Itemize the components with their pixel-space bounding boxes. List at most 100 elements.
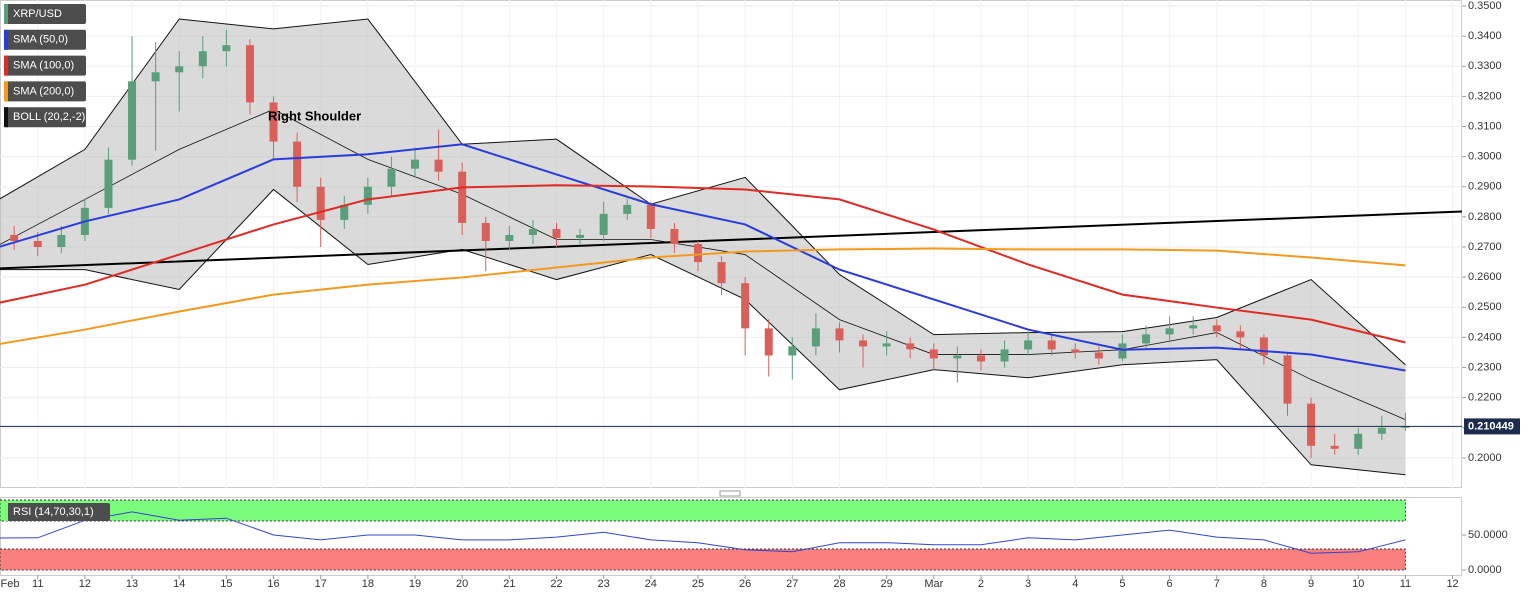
bollinger-fill bbox=[0, 18, 1406, 475]
candle-body bbox=[128, 81, 137, 160]
x-tick-label: 22 bbox=[550, 578, 562, 590]
candle-body bbox=[741, 283, 750, 329]
x-tick-label: 11 bbox=[32, 578, 43, 590]
x-tick-label: 26 bbox=[739, 578, 751, 590]
candle-body bbox=[976, 355, 985, 362]
candle-body bbox=[1000, 349, 1009, 362]
candle-body bbox=[434, 159, 443, 172]
legend-swatch bbox=[4, 81, 8, 102]
legend-swatch bbox=[4, 107, 8, 128]
sma-line bbox=[0, 184, 1406, 344]
legend-box bbox=[4, 107, 86, 128]
legend-swatch bbox=[4, 503, 8, 521]
candle-body bbox=[764, 328, 773, 356]
legend-swatch bbox=[4, 55, 8, 76]
candle-body bbox=[57, 234, 66, 248]
x-tick-label: 6 bbox=[1167, 578, 1173, 590]
x-tick-label: 19 bbox=[409, 578, 421, 590]
candle-body bbox=[411, 159, 420, 169]
candle-body bbox=[245, 45, 254, 103]
x-tick-label: 12 bbox=[79, 578, 91, 590]
candle-body bbox=[104, 159, 113, 208]
x-tick-label: 9 bbox=[1308, 578, 1314, 590]
x-tick-label: 2 bbox=[978, 578, 984, 590]
candle-body bbox=[198, 51, 207, 67]
candle-body bbox=[175, 66, 184, 73]
y-tick-label: 0.2300 bbox=[1468, 361, 1502, 373]
candle-body bbox=[576, 234, 585, 238]
candle-body bbox=[788, 346, 797, 356]
x-tick-label: 12 bbox=[1446, 578, 1458, 590]
candle-body bbox=[316, 186, 325, 220]
y-tick-label: 0.2400 bbox=[1468, 331, 1502, 343]
candle-body bbox=[458, 171, 467, 223]
candle-body bbox=[1024, 340, 1033, 350]
x-tick-label: 21 bbox=[503, 578, 515, 590]
candle-body bbox=[1189, 325, 1198, 329]
candle-body bbox=[1259, 337, 1268, 356]
rsi-y-tick-label: 50.0000 bbox=[1468, 529, 1508, 541]
x-tick-label: 15 bbox=[220, 578, 232, 590]
candle-body bbox=[528, 228, 537, 235]
legend-box bbox=[4, 4, 86, 24]
overbought-band bbox=[0, 499, 1406, 522]
candle-body bbox=[953, 355, 962, 359]
candle-body bbox=[1307, 403, 1316, 446]
y-tick-label: 0.3400 bbox=[1468, 30, 1502, 42]
candle-body bbox=[1354, 433, 1363, 449]
oversold-band bbox=[0, 548, 1406, 571]
candle-body bbox=[1071, 349, 1080, 353]
rsi-y-tick-label: 0.0000 bbox=[1468, 564, 1502, 576]
candle-body bbox=[552, 228, 561, 238]
x-tick-label: 11 bbox=[1400, 578, 1411, 590]
x-tick-label: 7 bbox=[1214, 578, 1220, 590]
y-tick-label: 0.3300 bbox=[1468, 60, 1502, 72]
x-tick-label: 24 bbox=[645, 578, 657, 590]
candle-body bbox=[1236, 331, 1245, 338]
sma-line bbox=[0, 143, 1406, 372]
x-tick-label: 13 bbox=[126, 578, 138, 590]
x-tick-label: 18 bbox=[362, 578, 374, 590]
x-tick-label: 14 bbox=[173, 578, 185, 590]
candle-body bbox=[717, 262, 726, 284]
x-tick-label: Mar bbox=[924, 578, 943, 590]
candle-body bbox=[1047, 340, 1056, 350]
x-tick-label: 20 bbox=[456, 578, 468, 590]
candle-body bbox=[293, 141, 302, 187]
y-tick-label: 0.3000 bbox=[1468, 151, 1502, 163]
x-tick-label: 28 bbox=[833, 578, 845, 590]
y-tick-label: 0.2600 bbox=[1468, 271, 1502, 283]
candle-body bbox=[835, 328, 844, 341]
legend-label: SMA (200,0) bbox=[13, 85, 74, 97]
candle-body bbox=[1330, 445, 1339, 449]
legend: XRP/USD SMA (50,0) SMA (100,0) SMA (200,0) B… bbox=[4, 4, 110, 521]
x-tick-label: 3 bbox=[1025, 578, 1031, 590]
candle-body bbox=[670, 228, 679, 244]
candle-body bbox=[481, 222, 490, 241]
x-tick-label: 25 bbox=[692, 578, 704, 590]
last-price-box bbox=[1464, 418, 1520, 435]
candle-body bbox=[929, 349, 938, 359]
candle-body bbox=[693, 244, 702, 263]
legend-swatch bbox=[4, 4, 8, 24]
x-tick-label: 8 bbox=[1261, 578, 1267, 590]
candle-body bbox=[269, 102, 278, 142]
panel-resize-handle[interactable] bbox=[719, 490, 741, 497]
legend-box bbox=[4, 55, 86, 76]
candle-body bbox=[1401, 426, 1410, 428]
trendline bbox=[0, 210, 1462, 270]
y-tick-label: 0.2500 bbox=[1468, 301, 1502, 313]
x-tick-label: 27 bbox=[786, 578, 798, 590]
candle-body bbox=[505, 234, 514, 241]
price-plot bbox=[0, 0, 1462, 488]
candle-body bbox=[623, 204, 632, 214]
rsi-plot bbox=[0, 499, 1406, 571]
candle-body bbox=[387, 168, 396, 187]
rsi-line bbox=[0, 511, 1406, 554]
y-tick-label: 0.2000 bbox=[1468, 452, 1502, 464]
candle-body bbox=[33, 240, 42, 248]
legend-label: SMA (100,0) bbox=[13, 60, 74, 72]
candle-body bbox=[1212, 325, 1221, 332]
x-tick-label: 17 bbox=[315, 578, 327, 590]
